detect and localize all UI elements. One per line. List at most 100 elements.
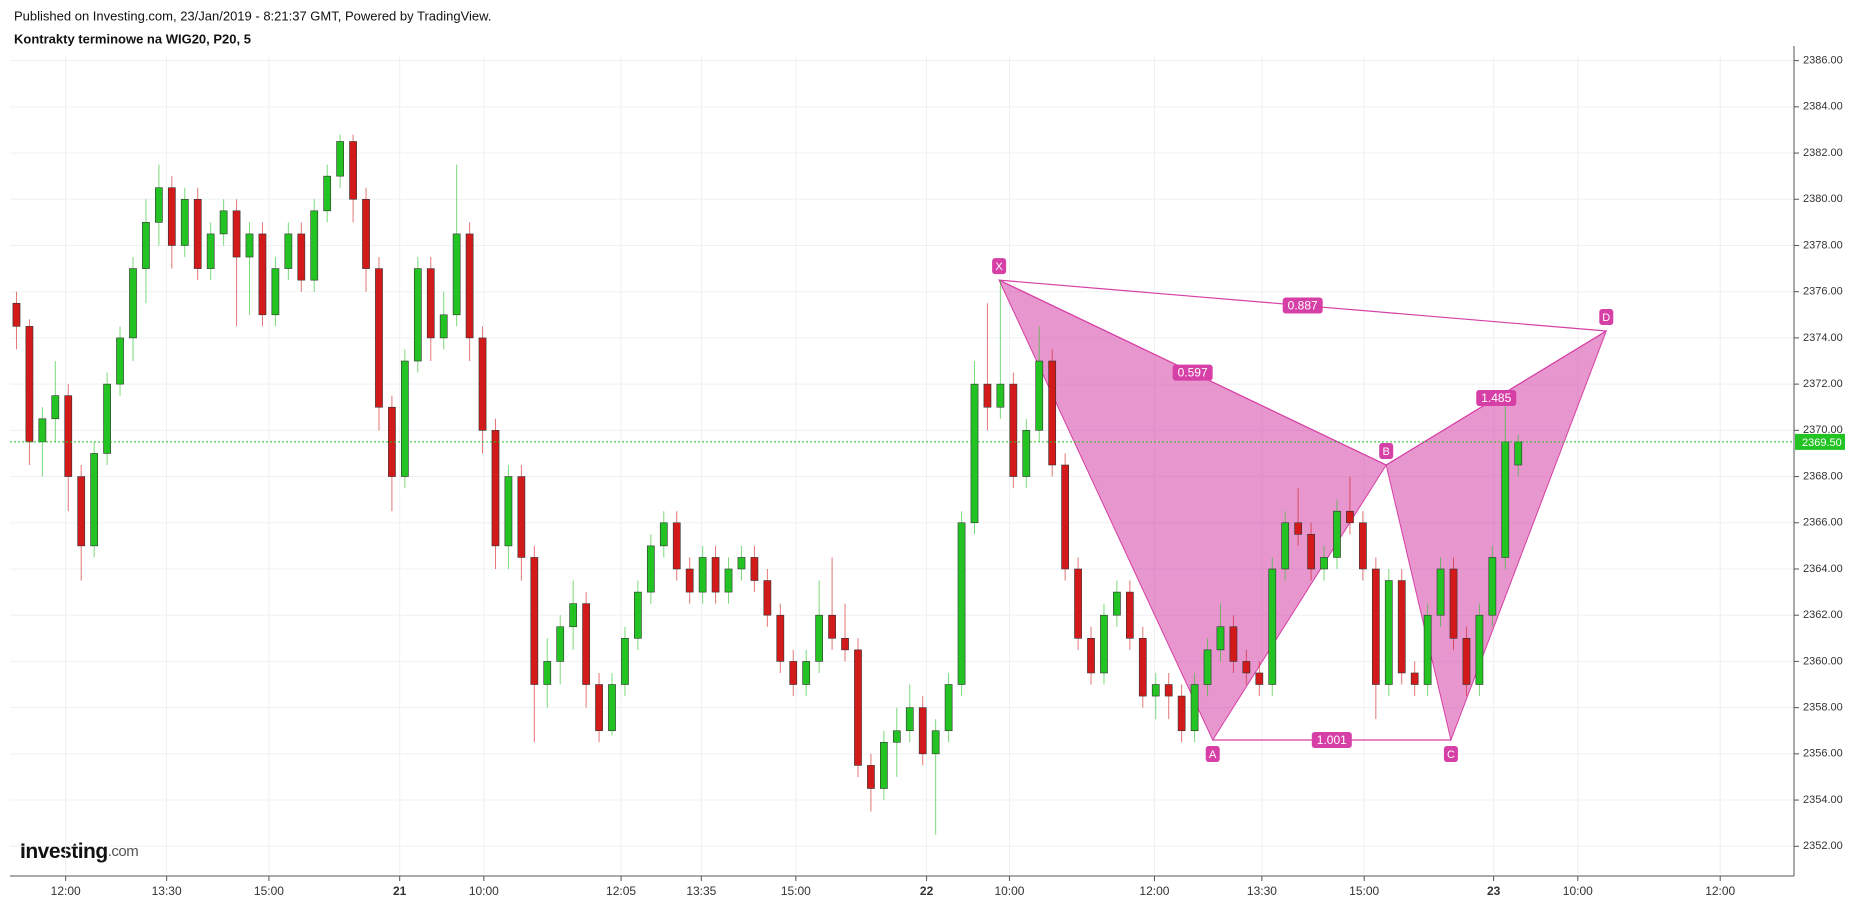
point-label: D: [1602, 312, 1610, 324]
candle-body: [1255, 672, 1264, 685]
y-tick-label: 2358.00: [1803, 702, 1843, 714]
ratio-label: 0.597: [1178, 366, 1208, 380]
chart-title: Kontrakty terminowe na WIG20, P20, 5: [14, 31, 251, 46]
x-tick-label: 21: [393, 884, 407, 898]
point-box: [1443, 745, 1458, 762]
candle-body: [569, 603, 578, 628]
candle-body: [1087, 638, 1095, 674]
candle-body: [970, 383, 979, 524]
x-tick-label: 12:00: [51, 884, 81, 898]
candle-body: [1229, 626, 1238, 662]
candle-body: [1035, 360, 1044, 431]
candle-body: [931, 730, 940, 755]
candle-body: [1125, 591, 1134, 639]
candle-body: [1371, 568, 1380, 685]
candle-body: [815, 614, 824, 662]
candle-body: [310, 210, 319, 281]
pattern-area: [998, 279, 1387, 742]
x-tick-label: 23: [1487, 884, 1501, 898]
candle-body: [64, 395, 73, 477]
candle-body: [892, 730, 901, 743]
candle-body: [1514, 441, 1523, 466]
candle-body: [595, 684, 603, 732]
candle-body: [439, 314, 448, 339]
x-tick-label: 13:30: [1247, 884, 1277, 898]
candle-body: [193, 198, 202, 269]
candle-body: [1074, 568, 1082, 639]
candle-body: [206, 233, 215, 269]
x-tick-label: 13:30: [152, 884, 182, 898]
candle-body: [659, 522, 668, 547]
candle-body: [1346, 510, 1354, 524]
candle-body: [1151, 684, 1160, 697]
candle-body: [1488, 557, 1497, 616]
candle-body: [1190, 684, 1199, 732]
candle-body: [621, 638, 629, 685]
candle-body: [724, 568, 733, 593]
logo-suffix: .com: [108, 843, 139, 860]
logo: Investing.com: [20, 840, 138, 863]
candle-body: [232, 210, 241, 258]
last-price-box: [1795, 433, 1845, 450]
candle-body: [789, 661, 798, 685]
candle-body: [737, 557, 746, 570]
candle-body: [918, 707, 927, 755]
candle-body: [362, 198, 370, 269]
candle-body: [672, 522, 681, 570]
point-box: [1599, 308, 1614, 325]
candle-body: [1242, 661, 1251, 674]
candle-body: [142, 222, 150, 269]
candle-body: [854, 649, 862, 766]
point-box: [1205, 745, 1220, 762]
x-tick-label: 15:00: [254, 884, 284, 898]
point-label: C: [1447, 749, 1455, 761]
y-tick-label: 2364.00: [1803, 563, 1843, 575]
candle-body: [1397, 580, 1406, 674]
candle-body: [880, 741, 888, 789]
candle-body: [336, 141, 344, 177]
y-tick-label: 2384.00: [1803, 101, 1843, 113]
candle-body: [1359, 522, 1367, 570]
candle-body: [12, 302, 21, 327]
candle-body: [1113, 591, 1121, 616]
candle-body: [180, 198, 189, 246]
candle-body: [750, 557, 759, 581]
candle-body: [452, 233, 461, 316]
candle-body: [1436, 568, 1445, 616]
candle-body: [608, 684, 616, 732]
candle-body: [1268, 568, 1277, 685]
candle-body: [1410, 672, 1419, 685]
candle-body: [38, 418, 47, 443]
candle-body: [284, 233, 293, 269]
candle-body: [155, 187, 163, 223]
x-tick-label: 22: [920, 884, 934, 898]
candle-body: [167, 187, 176, 246]
ratio-label: 0.887: [1288, 299, 1318, 313]
candle-body: [51, 395, 60, 420]
candle-body: [543, 661, 552, 685]
candle-body: [103, 383, 111, 454]
candle-body: [1449, 568, 1458, 639]
candle-body: [867, 765, 875, 789]
candle-body: [258, 233, 267, 316]
candle-body: [530, 557, 539, 685]
candle-body: [323, 175, 332, 212]
point-label: A: [1209, 749, 1217, 761]
ratio-box: [1476, 389, 1517, 406]
candle-body: [116, 337, 124, 385]
candle-body: [1048, 360, 1057, 466]
point-box: [1379, 443, 1394, 459]
candle-body: [1009, 383, 1018, 477]
y-tick-label: 2362.00: [1803, 609, 1843, 621]
candle-body: [776, 614, 785, 662]
candle-body: [413, 268, 422, 362]
candle-body: [711, 557, 720, 593]
candle-body: [1320, 557, 1328, 570]
candle-body: [25, 326, 34, 443]
header: Published on Investing.com, 23/Jan/2019 …: [14, 8, 491, 23]
candle-body: [245, 233, 254, 258]
y-tick-label: 2372.00: [1803, 378, 1843, 390]
candle-body: [504, 476, 513, 547]
candle-body: [841, 638, 849, 651]
